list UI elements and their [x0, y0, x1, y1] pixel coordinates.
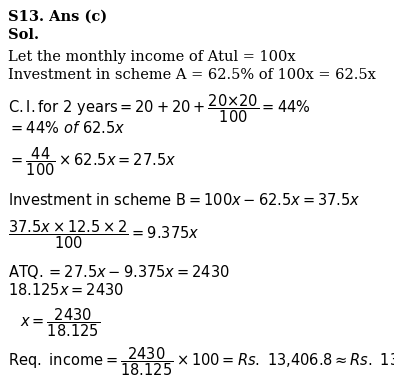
Text: Sol.: Sol.: [8, 28, 39, 42]
Text: $18.125x = 2430$: $18.125x = 2430$: [8, 282, 124, 298]
Text: $\mathrm{ATQ.} = 27.5x - 9.375x = 2430$: $\mathrm{ATQ.} = 27.5x - 9.375x = 2430$: [8, 263, 230, 281]
Text: Investment in scheme A = 62.5% of 100x = 62.5x: Investment in scheme A = 62.5% of 100x =…: [8, 68, 376, 82]
Text: $\dfrac{37.5x \times 12.5 \times 2}{100} = 9.375x$: $\dfrac{37.5x \times 12.5 \times 2}{100}…: [8, 218, 199, 250]
Text: $\mathrm{Req.\ income} = \dfrac{2430}{18.125} \times 100 = \mathit{Rs}.\ 13{,}40: $\mathrm{Req.\ income} = \dfrac{2430}{18…: [8, 345, 394, 378]
Text: $= \dfrac{44}{100} \times 62.5x = 27.5x$: $= \dfrac{44}{100} \times 62.5x = 27.5x$: [8, 145, 176, 178]
Text: $= 44\%\ \mathit{of}\ 62.5x$: $= 44\%\ \mathit{of}\ 62.5x$: [8, 120, 125, 136]
Text: S13. Ans (c): S13. Ans (c): [8, 10, 107, 24]
Text: Let the monthly income of Atul = 100x: Let the monthly income of Atul = 100x: [8, 50, 296, 64]
Text: $\mathrm{Investment\ in\ scheme\ B} = 100x - 62.5x = 37.5x$: $\mathrm{Investment\ in\ scheme\ B} = 10…: [8, 192, 361, 208]
Text: $x = \dfrac{2430}{18.125}$: $x = \dfrac{2430}{18.125}$: [20, 306, 100, 339]
Text: $\mathrm{C.I. for\ 2\ years} = 20 + 20 + \dfrac{20{\times}20}{100} = 44\%$: $\mathrm{C.I. for\ 2\ years} = 20 + 20 +…: [8, 92, 310, 124]
